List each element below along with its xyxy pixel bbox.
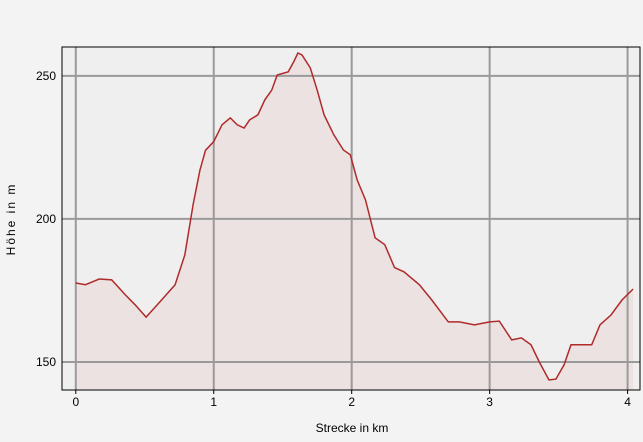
- x-tick-label: 4: [624, 395, 631, 409]
- y-tick-label: 200: [36, 212, 56, 226]
- x-tick-label: 0: [72, 395, 79, 409]
- x-tick-label: 1: [210, 395, 217, 409]
- x-axis-label: Strecke in km: [316, 421, 389, 435]
- plot-border: [61, 46, 641, 391]
- y-axis-label: Höhe in m: [4, 183, 18, 256]
- y-tick-label: 150: [36, 355, 56, 369]
- elevation-line: [75, 51, 634, 381]
- x-tick-label: 2: [348, 395, 355, 409]
- y-tick-label: 250: [36, 69, 56, 83]
- x-tick-label: 3: [486, 395, 493, 409]
- area-fill: [75, 53, 634, 390]
